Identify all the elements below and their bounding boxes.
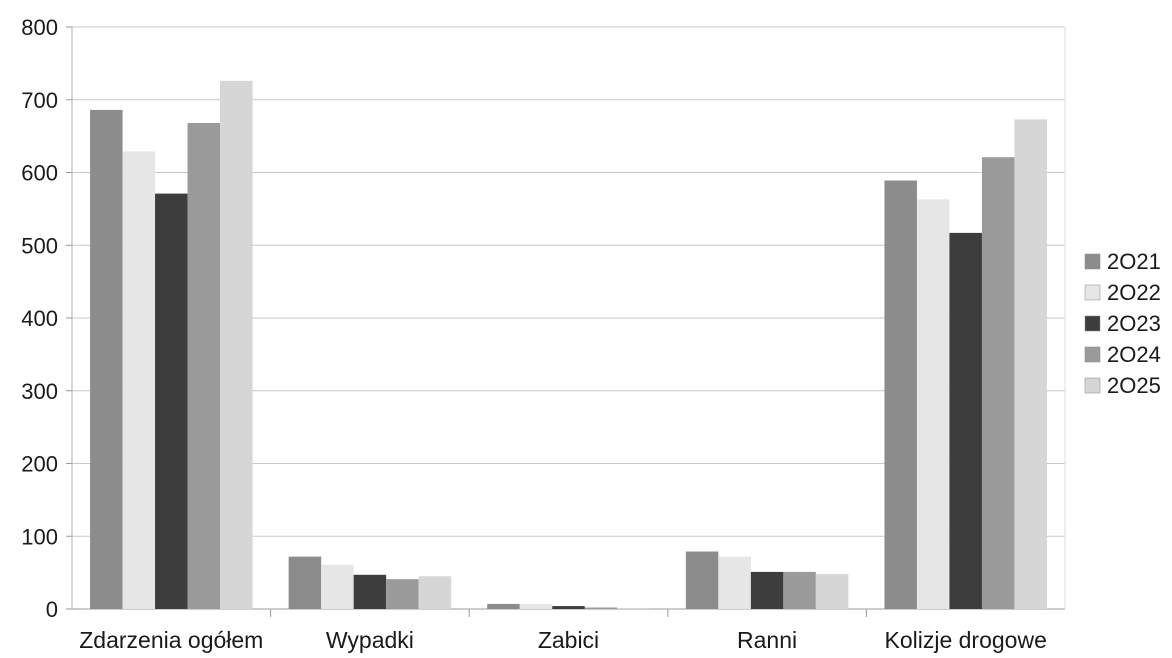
y-tick-label: 400 [21, 306, 58, 331]
bar [90, 109, 123, 609]
legend-swatch [1084, 284, 1101, 301]
bar [1014, 119, 1047, 609]
bar [187, 123, 221, 609]
bar [916, 199, 950, 610]
y-tick-label: 0 [46, 597, 58, 622]
category-label: Wypadki [326, 627, 414, 653]
legend-label: 2O25 [1107, 373, 1161, 398]
bar [220, 80, 253, 609]
bars [90, 80, 1047, 610]
bar [519, 603, 553, 609]
bar [949, 232, 982, 609]
bar [617, 608, 650, 609]
bar [487, 603, 520, 609]
bar [288, 556, 322, 609]
bar [321, 564, 354, 609]
bar [685, 551, 719, 609]
legend-swatch [1084, 346, 1101, 363]
bar [750, 571, 784, 609]
bar [552, 606, 585, 609]
bar [584, 607, 618, 609]
legend-label: 2O21 [1107, 249, 1161, 274]
y-tick-label: 200 [21, 452, 58, 477]
legend-swatch [1084, 253, 1101, 270]
category-labels: Zdarzenia ogółem Wypadki Zabici Ranni Kolizj… [79, 627, 1047, 653]
bar [155, 193, 188, 609]
legend-label: 2O23 [1107, 311, 1161, 336]
legend-label: 2O22 [1107, 280, 1161, 305]
legend-swatch [1084, 377, 1101, 394]
y-tick-label: 300 [21, 379, 58, 404]
y-tick-label: 100 [21, 524, 58, 549]
bar [418, 576, 452, 609]
legend-swatch [1084, 315, 1101, 332]
y-tick-label: 800 [21, 15, 58, 40]
legend-label: 2O24 [1107, 342, 1161, 367]
bar [353, 574, 387, 609]
legend: 2O21 2O22 2O23 2O24 2O25 [1084, 249, 1161, 398]
y-tick-label: 500 [21, 233, 58, 258]
y-tick-labels: 0 100 200 300 400 500 600 700 800 [21, 15, 58, 622]
category-label: Ranni [737, 627, 797, 653]
bar [981, 157, 1015, 609]
bar [122, 151, 156, 609]
category-label: Kolizje drogowe [885, 627, 1047, 653]
bar [783, 571, 816, 609]
bar [718, 556, 751, 609]
bar [884, 180, 917, 609]
category-label: Zabici [538, 627, 599, 653]
bar [815, 574, 849, 609]
category-label: Zdarzenia ogółem [79, 627, 263, 653]
y-tick-label: 600 [21, 161, 58, 186]
y-tick-label: 700 [21, 88, 58, 113]
bar [386, 579, 419, 609]
